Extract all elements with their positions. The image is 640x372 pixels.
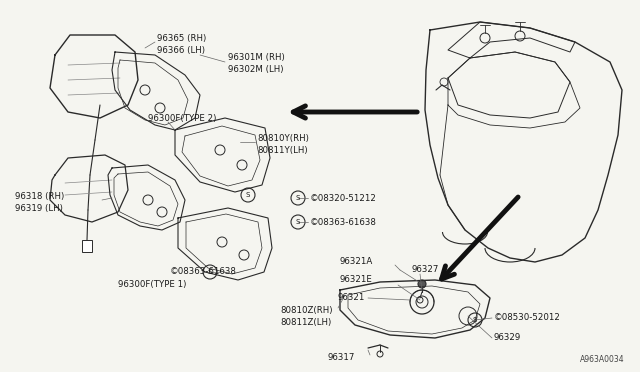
Text: 96300F(TYPE 1): 96300F(TYPE 1) <box>118 280 186 289</box>
Text: S: S <box>473 317 477 323</box>
Text: 96300F(TYPE 2): 96300F(TYPE 2) <box>148 113 216 122</box>
Text: 96327: 96327 <box>412 266 440 275</box>
Text: 96365 (RH): 96365 (RH) <box>157 33 206 42</box>
Text: 96317: 96317 <box>328 353 355 362</box>
FancyBboxPatch shape <box>82 240 92 252</box>
Text: 96321E: 96321E <box>340 276 373 285</box>
Text: S: S <box>246 192 250 198</box>
Text: 96301M (RH): 96301M (RH) <box>228 52 285 61</box>
Text: A963A0034: A963A0034 <box>580 356 625 365</box>
Text: 96302M (LH): 96302M (LH) <box>228 64 284 74</box>
Text: 96319 (LH): 96319 (LH) <box>15 203 63 212</box>
Text: 80811Z(LH): 80811Z(LH) <box>280 317 332 327</box>
Text: 80811Y(LH): 80811Y(LH) <box>257 145 308 154</box>
Text: ©08363-61638: ©08363-61638 <box>310 218 377 227</box>
Text: 96318 (RH): 96318 (RH) <box>15 192 64 201</box>
Text: 80810Y(RH): 80810Y(RH) <box>257 134 309 142</box>
Text: ©08363-61638: ©08363-61638 <box>170 267 237 276</box>
Circle shape <box>418 280 426 288</box>
Text: ©08320-51212: ©08320-51212 <box>310 193 377 202</box>
Text: S: S <box>208 269 212 275</box>
Text: 96366 (LH): 96366 (LH) <box>157 45 205 55</box>
Text: 80810Z(RH): 80810Z(RH) <box>280 305 333 314</box>
Text: S: S <box>296 219 300 225</box>
Text: ©08530-52012: ©08530-52012 <box>494 314 561 323</box>
Text: S: S <box>296 195 300 201</box>
Text: 96329: 96329 <box>494 334 521 343</box>
Text: 96321A: 96321A <box>340 257 373 266</box>
Text: 96321: 96321 <box>338 294 365 302</box>
